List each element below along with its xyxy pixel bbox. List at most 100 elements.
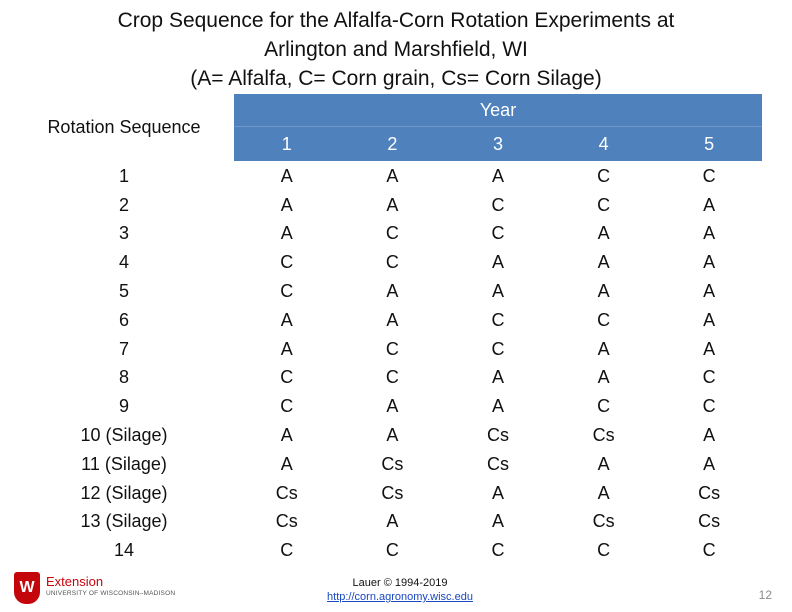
rotation-sequence-cell: 9 [118, 396, 129, 417]
crop-cell: C [385, 367, 399, 388]
crop-cell: A [386, 165, 399, 186]
crop-cell: A [597, 453, 610, 474]
crop-cell: C [491, 540, 505, 561]
credit-text: Lauer © 1994-2019 [352, 577, 448, 589]
crop-cell: A [280, 165, 293, 186]
crop-cell: A [703, 194, 716, 215]
rotation-sequence-cell: 5 [118, 281, 129, 302]
table-row: 13 (Silage) Cs A A Cs Cs [14, 508, 762, 537]
rotation-sequence-cell: 13 (Silage) [80, 511, 168, 532]
crop-cell: A [597, 252, 610, 273]
uw-crest-icon: W [14, 572, 40, 604]
crop-cell: A [597, 338, 610, 359]
crop-cell: A [703, 425, 716, 446]
crop-cell: A [703, 223, 716, 244]
crop-cell: A [491, 511, 504, 532]
year-col-1: 1 [281, 133, 292, 154]
crop-cell: C [385, 338, 399, 359]
year-col-2: 2 [387, 133, 398, 154]
table-row: 6 A A C C A [14, 305, 762, 335]
website-link[interactable]: http://corn.agronomy.wisc.edu [327, 591, 473, 603]
crop-cell: A [386, 396, 399, 417]
crop-cell: A [280, 338, 293, 359]
year-column-headers: 1 2 3 4 5 [234, 126, 762, 161]
year-col-5: 5 [704, 133, 715, 154]
table-row: 8 C C A A C [14, 363, 762, 393]
crop-cell: A [703, 453, 716, 474]
crop-cell: C [385, 252, 399, 273]
title-line-3: (A= Alfalfa, C= Corn grain, Cs= Corn Sil… [190, 67, 602, 90]
crop-cell: A [703, 281, 716, 302]
rotation-sequence-cell: 14 [113, 540, 135, 561]
table-row: 5 C A A A A [14, 277, 762, 306]
crop-cell: A [386, 194, 399, 215]
crop-cell: Cs [592, 511, 615, 532]
rotation-sequence-cell: 12 (Silage) [80, 482, 168, 503]
table-row: 7 A C C A A [14, 335, 762, 364]
logo-title: Extension [46, 574, 104, 589]
crop-cell: C [491, 338, 505, 359]
crop-cell: C [702, 367, 716, 388]
crop-cell: A [280, 425, 293, 446]
year-header: Year [234, 94, 762, 126]
footer-credit: Lauer © 1994-2019 http://corn.agronomy.w… [300, 576, 500, 604]
crop-cell: A [386, 425, 399, 446]
crop-cell: A [280, 309, 293, 330]
title-line-2: Arlington and Marshfield, WI [264, 38, 528, 61]
slide-title: Crop Sequence for the Alfalfa-Corn Rotat… [60, 6, 732, 93]
table-row: 1 A A A C C [14, 162, 762, 191]
title-line-1: Crop Sequence for the Alfalfa-Corn Rotat… [117, 9, 675, 32]
crop-cell: Cs [486, 425, 509, 446]
table-row: 12 (Silage) Cs Cs A A Cs [14, 478, 762, 508]
rotation-sequence-cell: 1 [118, 165, 129, 186]
crop-cell: A [491, 281, 504, 302]
rotation-sequence-cell: 6 [118, 309, 129, 330]
table-row: 3 A C C A A [14, 220, 762, 249]
crop-cell: A [280, 223, 293, 244]
crop-cell: Cs [275, 482, 298, 503]
rotation-sequence-cell: 3 [118, 223, 129, 244]
crop-cell: A [491, 165, 504, 186]
rotation-sequence-cell: 10 (Silage) [80, 425, 168, 446]
crop-cell: A [386, 511, 399, 532]
crop-cell: A [703, 309, 716, 330]
crop-cell: Cs [381, 453, 404, 474]
crop-cell: C [597, 540, 611, 561]
rotation-sequence-cell: 2 [118, 194, 129, 215]
crop-cell: C [280, 540, 294, 561]
crop-cell: C [702, 540, 716, 561]
crop-cell: C [491, 223, 505, 244]
crop-cell: A [703, 338, 716, 359]
crop-cell: A [386, 309, 399, 330]
crop-cell: A [491, 396, 504, 417]
crop-cell: C [597, 309, 611, 330]
table-row: 10 (Silage) A A Cs Cs A [14, 421, 762, 450]
crop-cell: Cs [486, 453, 509, 474]
crop-cell: C [385, 223, 399, 244]
year-col-4: 4 [598, 133, 609, 154]
crop-cell: A [491, 482, 504, 503]
crop-cell: A [597, 223, 610, 244]
crop-cell: Cs [698, 511, 721, 532]
table-row: 2 A A C C A [14, 190, 762, 220]
crop-cell: Cs [698, 482, 721, 503]
crop-cell: C [491, 194, 505, 215]
crop-cell: A [703, 252, 716, 273]
crop-cell: C [280, 396, 294, 417]
table-row: 4 C C A A A [14, 248, 762, 278]
crop-cell: C [385, 540, 399, 561]
crop-cell: C [280, 281, 294, 302]
table-row: 14 C C C C C [14, 536, 762, 566]
crop-cell: A [280, 453, 293, 474]
crop-cell: C [597, 165, 611, 186]
crop-cell: A [597, 482, 610, 503]
table-row: 9 C A A C C [14, 392, 762, 421]
crop-cell: A [597, 367, 610, 388]
crop-cell: C [491, 309, 505, 330]
rotation-sequence-cell: 8 [118, 367, 129, 388]
crop-cell: C [597, 194, 611, 215]
rotation-sequence-header: Rotation Sequence [14, 94, 234, 160]
crop-cell: C [597, 396, 611, 417]
rotation-sequence-cell: 4 [118, 252, 129, 273]
